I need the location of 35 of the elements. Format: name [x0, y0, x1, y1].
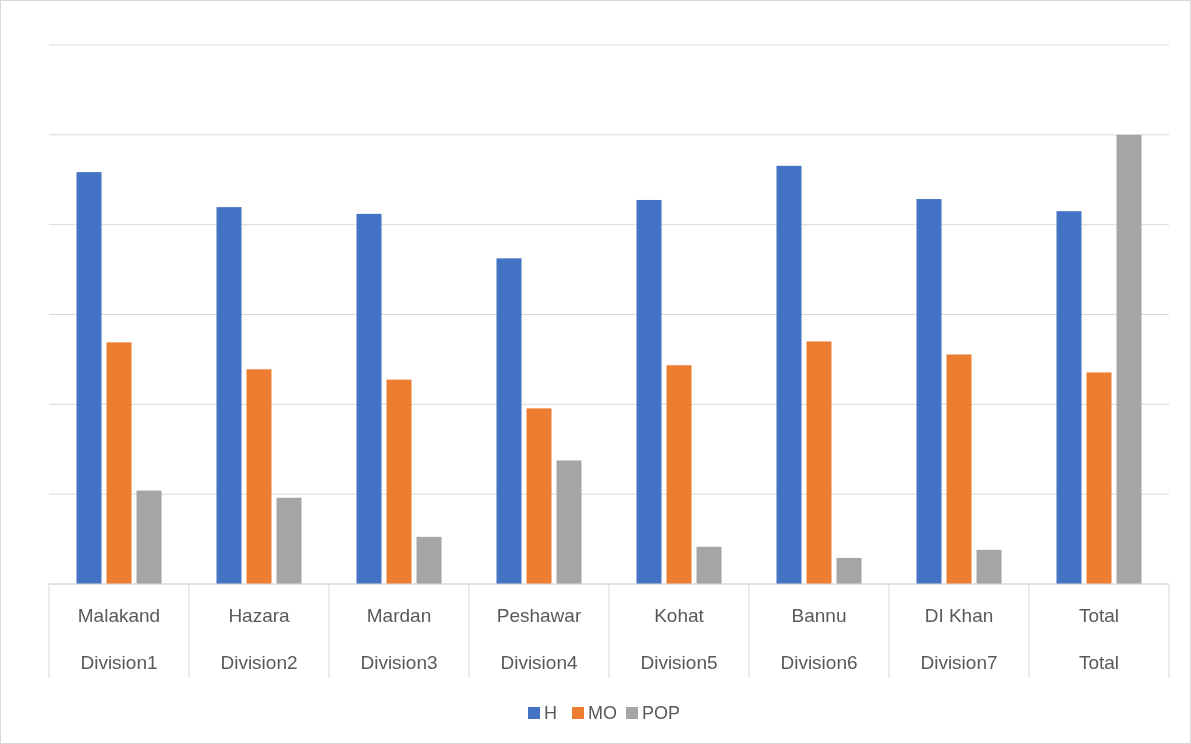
category-label: Peshawar Division4 [496, 605, 582, 673]
legend-label: H [544, 703, 557, 723]
category-label: Malakand Division1 [77, 605, 161, 673]
bar [836, 557, 862, 584]
bar [246, 369, 272, 584]
bar [696, 546, 722, 584]
bar [1086, 372, 1112, 584]
bar [666, 365, 692, 584]
category-label: Mardan Division3 [360, 605, 438, 673]
bar [916, 199, 942, 584]
category-label: Hazara Division2 [220, 605, 298, 673]
legend-label: POP [642, 703, 681, 723]
bar [496, 258, 522, 584]
bar [416, 536, 442, 584]
bar [1116, 134, 1142, 584]
bar [946, 354, 972, 584]
bar [76, 172, 102, 584]
bar [356, 213, 382, 584]
bar [106, 342, 132, 584]
bar [1056, 211, 1082, 584]
bar [776, 165, 802, 584]
category-label: Total Total [1078, 605, 1120, 673]
category-label: DI Khan Division7 [920, 605, 998, 673]
category-label: Bannu Division6 [780, 605, 858, 673]
bar [806, 341, 832, 584]
bar [636, 199, 662, 584]
legend-label: MO [588, 703, 617, 723]
bar [216, 207, 242, 584]
bar [386, 379, 412, 584]
bar [526, 408, 552, 584]
bar [276, 497, 302, 584]
category-label: Kohat Division5 [640, 605, 718, 673]
bar [976, 549, 1002, 584]
bar [556, 460, 582, 584]
bar [136, 490, 162, 584]
